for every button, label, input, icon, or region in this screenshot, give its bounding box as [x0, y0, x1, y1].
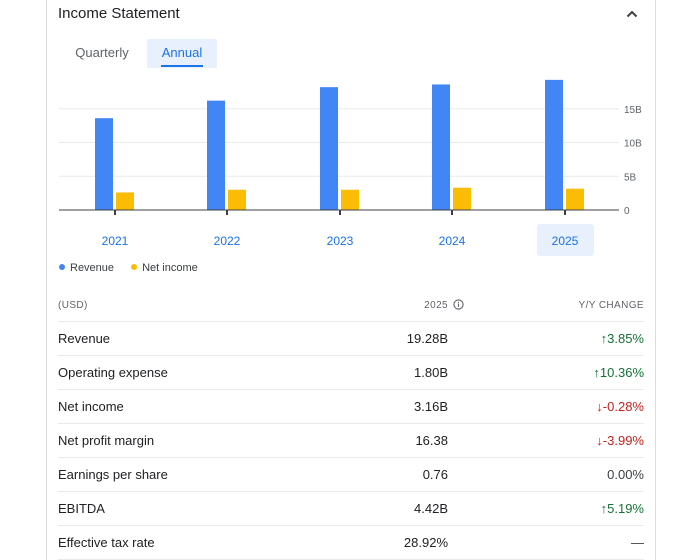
financials-table: (USD) 2025 Y/Y CHANGE Revenue 19.28B ↑3.85…: [58, 288, 644, 560]
tab-annual-label: Annual: [161, 45, 203, 60]
table-row: Effective tax rate 28.92% —: [58, 526, 644, 560]
arrow-up-icon: ↑: [600, 331, 608, 346]
income-statement-card: Income Statement Quarterly Annual 0 5B 10B…: [46, 0, 656, 560]
chevron-up-icon[interactable]: [624, 6, 640, 22]
revenue-bar: [432, 84, 450, 210]
arrow-down-icon: ↓: [596, 433, 603, 448]
period-header: 2025: [424, 300, 448, 311]
row-value: 16.38: [415, 433, 448, 448]
row-value: 0.76: [422, 467, 448, 482]
legend-item-revenue: Revenue: [59, 262, 114, 274]
revenue-bar: [207, 100, 225, 210]
income-bar-chart: 0 5B 10B 15B 2021 2022 2023 2024 2025: [59, 79, 642, 256]
revenue-bar: [95, 118, 113, 210]
tab-annual[interactable]: Annual: [147, 39, 217, 68]
row-change: ↑5.19%: [601, 501, 644, 516]
legend-revenue-swatch: [59, 264, 65, 270]
table-row: EBITDA 4.42B ↑5.19%: [58, 492, 644, 526]
row-label: Net profit margin: [58, 433, 155, 448]
net-income-bar: [116, 192, 134, 210]
row-change-value: -3.99%: [602, 433, 644, 448]
net-income-bar: [228, 189, 246, 210]
row-label: Operating expense: [58, 365, 168, 380]
row-change-value: —: [631, 535, 644, 550]
row-label: Earnings per share: [58, 467, 168, 482]
y-tick-label: 5B: [624, 172, 637, 183]
tab-quarterly-label: Quarterly: [75, 45, 129, 60]
x-tick-label: 2024: [439, 234, 466, 248]
y-tick-label: 10B: [624, 139, 642, 150]
x-tick-label: 2022: [214, 234, 241, 248]
table-row: Operating expense 1.80B ↑10.36%: [58, 356, 644, 390]
legend-net-income-label: Net income: [142, 262, 198, 274]
table-row: Earnings per share 0.76 0.00%: [58, 458, 644, 492]
tab-quarterly[interactable]: Quarterly: [59, 39, 145, 68]
row-change: —: [631, 535, 644, 550]
row-value: 4.42B: [414, 501, 448, 516]
net-income-bar: [341, 189, 359, 210]
arrow-up-icon: ↑: [593, 365, 600, 380]
card-header[interactable]: Income Statement: [58, 0, 644, 28]
legend-net-income-swatch: [131, 264, 138, 270]
row-change: ↓-3.99%: [596, 433, 644, 448]
selected-tab-indicator: [161, 65, 203, 67]
row-value: 28.92%: [403, 535, 448, 550]
legend-revenue-label: Revenue: [70, 262, 115, 274]
x-tick-label: 2021: [102, 234, 129, 248]
row-value: 1.80B: [414, 365, 448, 380]
row-label: Revenue: [58, 331, 111, 346]
row-change-value: -0.28%: [602, 399, 644, 414]
revenue-bar: [545, 79, 563, 210]
table-body: Revenue 19.28B ↑3.85% Operating expense 1.80…: [58, 322, 644, 560]
x-tick-label: 2025: [552, 234, 579, 248]
row-change: 0.00%: [607, 467, 644, 482]
table-row: Revenue 19.28B ↑3.85%: [58, 322, 644, 356]
row-label: EBITDA: [58, 501, 105, 516]
change-header: Y/Y CHANGE: [578, 300, 644, 311]
info-icon[interactable]: [453, 299, 464, 310]
row-change-value: 0.00%: [607, 467, 644, 482]
y-tick-label: 0: [624, 206, 630, 217]
row-change: ↑10.36%: [593, 365, 644, 380]
net-income-bar: [566, 188, 584, 210]
card-title: Income Statement: [58, 5, 180, 22]
net-income-bar: [453, 187, 471, 210]
row-value: 19.28B: [406, 331, 448, 346]
row-change: ↑3.85%: [601, 331, 644, 346]
x-tick-label: 2023: [327, 234, 354, 248]
revenue-bar: [320, 87, 338, 210]
row-value: 3.16B: [414, 399, 448, 414]
y-tick-label: 15B: [624, 105, 642, 116]
legend-item-net-income: Net income: [131, 262, 198, 274]
row-label: Effective tax rate: [58, 535, 155, 550]
row-change-value: 10.36%: [599, 365, 644, 380]
selected-year-highlight: [537, 224, 594, 256]
table-row: Net profit margin 16.38 ↓-3.99%: [58, 424, 644, 458]
row-change: ↓-0.28%: [596, 399, 644, 414]
currency-header: (USD): [58, 300, 88, 311]
arrow-down-icon: ↓: [596, 399, 603, 414]
chart-legend: Revenue Net income: [59, 262, 212, 278]
arrow-up-icon: ↑: [600, 501, 608, 516]
table-header: (USD) 2025 Y/Y CHANGE: [58, 288, 644, 322]
row-change-value: 5.19%: [607, 501, 644, 516]
row-change-value: 3.85%: [607, 331, 644, 346]
row-label: Net income: [58, 399, 124, 414]
table-row: Net income 3.16B ↓-0.28%: [58, 390, 644, 424]
